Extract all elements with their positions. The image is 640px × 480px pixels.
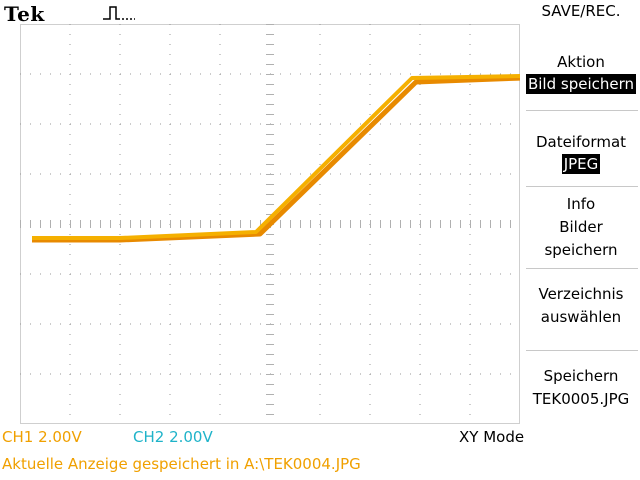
xy-trace-shadow: [32, 75, 520, 243]
menu-divider: [526, 268, 638, 269]
side-menu: Aktion Bild speichern Dateiformat JPEG I…: [522, 24, 640, 426]
save-file-line-2: TEK0005.JPG: [532, 390, 630, 408]
menu-divider: [526, 350, 638, 351]
ch1-scale: CH1 2.00V: [2, 428, 82, 446]
action-value: Bild speichern: [525, 73, 637, 94]
display-mode: XY Mode: [459, 428, 525, 446]
select-folder-line-1: Verzeichnis: [538, 285, 624, 303]
info-menu-button[interactable]: Info Bilder speichern: [522, 188, 640, 266]
info-line-3: speichern: [544, 240, 618, 259]
status-message: Aktuelle Anzeige gespeichert in A:\TEK00…: [2, 455, 361, 473]
status-bar: CH1 2.00V CH2 2.00V XY Mode: [0, 426, 640, 448]
info-line-2: Bilder: [559, 217, 603, 236]
trigger-pulse-icon: [103, 6, 135, 20]
action-label: Aktion: [557, 52, 605, 71]
save-file-line-1: Speichern: [543, 367, 619, 385]
menu-divider: [526, 186, 638, 187]
info-line-1: Info: [566, 194, 596, 213]
tek-logo: Tek: [4, 2, 45, 26]
file-format-value: JPEG: [561, 153, 601, 174]
graticule: [20, 24, 520, 424]
file-format-menu-button[interactable]: Dateiformat JPEG: [522, 120, 640, 184]
action-menu-button[interactable]: Aktion Bild speichern: [522, 40, 640, 104]
menu-title: SAVE/REC.: [541, 2, 621, 20]
xy-trace: [32, 74, 520, 240]
waveform-display: [20, 24, 520, 424]
select-folder-menu-button[interactable]: Verzeichnis auswählen: [522, 276, 640, 336]
ch2-scale: CH2 2.00V: [133, 428, 213, 446]
save-file-menu-button[interactable]: Speichern TEK0005.JPG: [522, 358, 640, 418]
menu-divider: [526, 110, 638, 111]
select-folder-line-2: auswählen: [540, 308, 622, 326]
file-format-label: Dateiformat: [535, 132, 627, 151]
